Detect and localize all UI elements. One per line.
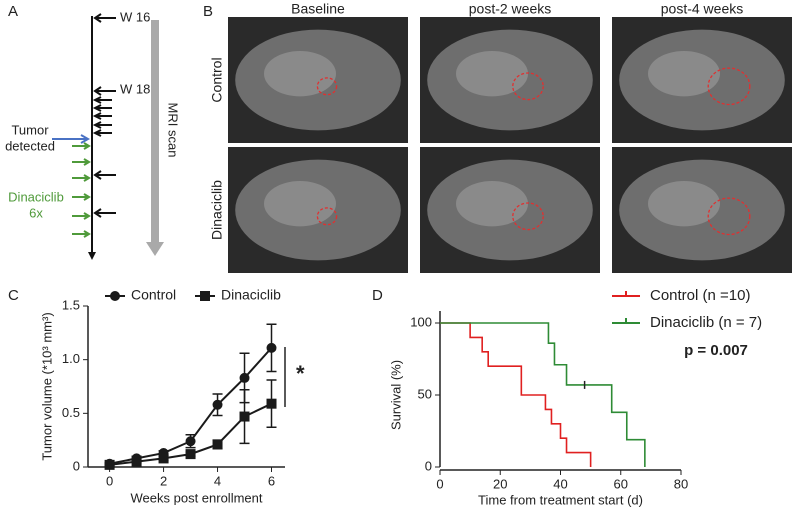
panel-label: A (8, 3, 18, 20)
week-label: W 16 (120, 9, 150, 24)
tumor-label: detected (5, 138, 55, 153)
panel-label: C (8, 287, 19, 304)
marker (185, 436, 196, 447)
tumor-outline (512, 202, 544, 231)
marker (131, 456, 142, 467)
y-tick-label: 100 (410, 314, 432, 329)
mri-organ (648, 181, 720, 227)
x-tick-label: 6 (268, 473, 275, 488)
timeline (52, 13, 164, 260)
tumor-label: Tumor (11, 122, 49, 137)
x-axis-label: Weeks post enrollment (131, 490, 263, 505)
x-tick-label: 60 (614, 476, 628, 491)
tumor-outline (316, 77, 338, 96)
y-tick-label: 1.5 (62, 297, 80, 312)
scan-arrows (92, 13, 116, 218)
row-label: Control (209, 57, 225, 102)
y-tick-label: 0 (425, 458, 432, 473)
y-tick-label: 0.5 (62, 405, 80, 420)
legend-label: Control (n =10) (650, 287, 750, 304)
legend-marker (200, 291, 210, 301)
panel-label: B (203, 3, 213, 20)
drug-label: Dinaciclib (8, 189, 64, 204)
legend-label: Dinaciclib (221, 287, 281, 303)
x-tick-label: 80 (674, 476, 688, 491)
column-title: post-4 weeks (661, 1, 743, 17)
marker (104, 459, 115, 470)
x-tick-label: 40 (553, 476, 567, 491)
week-label: W 18 (120, 81, 150, 96)
y-tick-label: 1.0 (62, 351, 80, 366)
tumor-outline (707, 67, 751, 106)
drug-label: 6x (29, 205, 43, 220)
x-tick-label: 20 (493, 476, 507, 491)
arrowhead (88, 252, 96, 260)
marker (266, 398, 277, 409)
x-tick-label: 0 (106, 473, 113, 488)
tumor-outline (512, 72, 544, 101)
mri-organ (456, 51, 528, 97)
annotation: p = 0.007 (684, 342, 748, 359)
x-tick-label: 4 (214, 473, 221, 488)
x-tick-label: 0 (436, 476, 443, 491)
tumor-outline (707, 197, 751, 236)
mri-organ (456, 181, 528, 227)
annotation: * (296, 361, 305, 386)
marker (212, 439, 223, 450)
y-axis-label: Survival (%) (388, 360, 403, 430)
tumor-arrow (52, 134, 91, 144)
y-tick-label: 0 (73, 458, 80, 473)
column-title: Baseline (291, 1, 345, 17)
marker (266, 342, 277, 353)
mri-organ (264, 181, 336, 227)
legend-label: Dinaciclib (n = 7) (650, 314, 762, 331)
panel-label: D (372, 287, 383, 304)
arrowhead (146, 242, 164, 256)
marker (239, 372, 250, 383)
y-tick-label: 50 (418, 386, 432, 401)
marker (239, 411, 250, 422)
legend-label: Control (131, 287, 176, 303)
scan-label: MRI scan (166, 103, 181, 158)
marker (158, 453, 169, 464)
dose-arrows (72, 142, 91, 238)
x-axis-label: Time from treatment start (d) (478, 492, 643, 507)
row-label: Dinaciclib (209, 180, 225, 240)
survival-curve (440, 322, 592, 467)
marker (185, 449, 196, 460)
mri-organ (264, 51, 336, 97)
column-title: post-2 weeks (469, 1, 551, 17)
marker (212, 399, 223, 410)
y-axis-label: Tumor volume (*10³ mm³) (39, 312, 54, 460)
legend-marker (110, 291, 120, 301)
tumor-outline (316, 207, 338, 226)
x-tick-label: 2 (160, 473, 167, 488)
survival-curve (440, 322, 646, 467)
mri-organ (648, 51, 720, 97)
